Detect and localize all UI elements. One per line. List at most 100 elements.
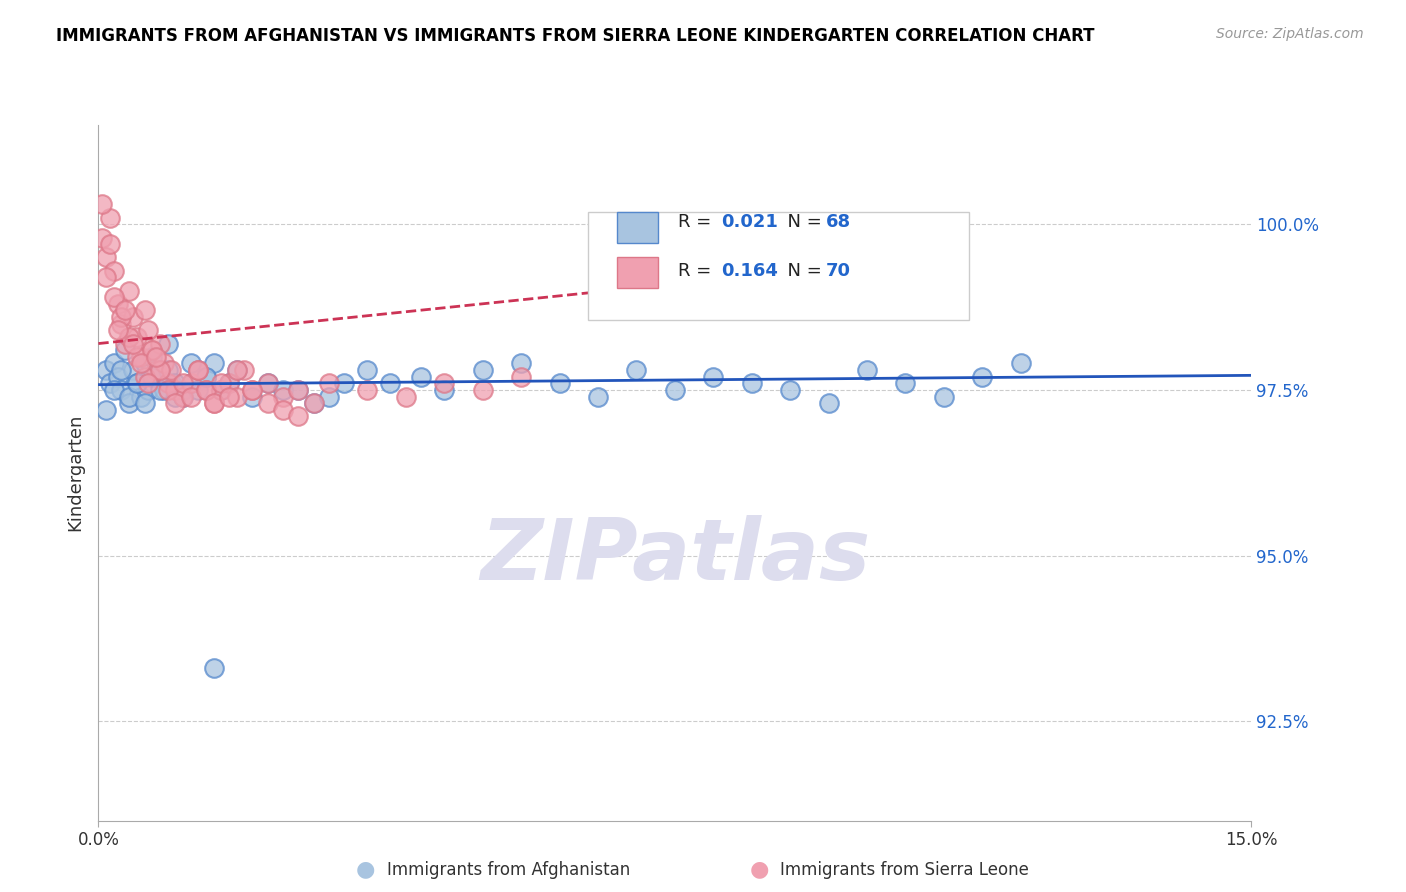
Point	[195, 383, 218, 397]
Point	[110, 363, 132, 377]
Point	[510, 356, 533, 370]
Point	[149, 383, 172, 397]
Text: Immigrants from Afghanistan: Immigrants from Afghanistan	[387, 861, 630, 879]
Point	[187, 363, 209, 377]
Point	[103, 383, 125, 397]
Point	[91, 197, 114, 211]
Text: ●: ●	[749, 860, 769, 880]
Point	[122, 336, 145, 351]
Point	[160, 376, 183, 391]
Point	[318, 390, 340, 404]
Point	[165, 390, 187, 404]
Point	[187, 363, 209, 377]
Point	[118, 390, 141, 404]
Point	[302, 396, 325, 410]
Point	[664, 383, 686, 397]
Point	[138, 323, 160, 337]
Point	[152, 356, 174, 370]
Text: R =: R =	[678, 262, 717, 280]
FancyBboxPatch shape	[588, 212, 969, 319]
Point	[195, 369, 218, 384]
Point	[149, 336, 172, 351]
Point	[380, 376, 402, 391]
Point	[122, 363, 145, 377]
Point	[114, 343, 136, 358]
Point	[141, 343, 163, 358]
Point	[271, 390, 294, 404]
Point	[256, 396, 278, 410]
Point	[209, 376, 232, 391]
Point	[134, 369, 156, 384]
Point	[218, 376, 240, 391]
Point	[110, 317, 132, 331]
Point	[149, 363, 172, 377]
Point	[98, 376, 121, 391]
Point	[118, 396, 141, 410]
Point	[202, 356, 225, 370]
Point	[114, 336, 136, 351]
Point	[817, 396, 839, 410]
Point	[149, 363, 172, 377]
Point	[180, 356, 202, 370]
Point	[333, 376, 356, 391]
Point	[103, 356, 125, 370]
Point	[141, 343, 163, 358]
Text: Source: ZipAtlas.com: Source: ZipAtlas.com	[1216, 27, 1364, 41]
Point	[548, 376, 571, 391]
Point	[202, 396, 225, 410]
Point	[471, 383, 494, 397]
Point	[129, 350, 152, 364]
Point	[118, 284, 141, 298]
Point	[134, 396, 156, 410]
Point	[240, 390, 263, 404]
Point	[702, 369, 724, 384]
Text: N =: N =	[776, 262, 828, 280]
Point	[972, 369, 994, 384]
Point	[433, 383, 456, 397]
Point	[103, 263, 125, 277]
Point	[510, 369, 533, 384]
Point	[129, 356, 152, 370]
Point	[180, 390, 202, 404]
Point	[94, 270, 117, 285]
Point	[302, 396, 325, 410]
Point	[586, 390, 609, 404]
Point	[98, 237, 121, 252]
Point	[141, 350, 163, 364]
Point	[125, 350, 148, 364]
Point	[156, 383, 179, 397]
Point	[779, 383, 801, 397]
Point	[318, 376, 340, 391]
Point	[894, 376, 917, 391]
Point	[107, 297, 129, 311]
Point	[287, 383, 309, 397]
Point	[471, 363, 494, 377]
Point	[209, 383, 232, 397]
Point	[356, 383, 378, 397]
Point	[165, 383, 187, 397]
Text: IMMIGRANTS FROM AFGHANISTAN VS IMMIGRANTS FROM SIERRA LEONE KINDERGARTEN CORRELA: IMMIGRANTS FROM AFGHANISTAN VS IMMIGRANT…	[56, 27, 1095, 45]
Point	[256, 376, 278, 391]
Point	[180, 376, 202, 391]
Point	[141, 369, 163, 384]
Point	[195, 369, 218, 384]
Point	[932, 390, 955, 404]
Text: N =: N =	[776, 213, 828, 231]
Point	[411, 369, 433, 384]
Text: ZIPatlas: ZIPatlas	[479, 515, 870, 598]
Point	[626, 363, 648, 377]
Text: 70: 70	[825, 262, 851, 280]
Point	[98, 211, 121, 225]
Point	[138, 383, 160, 397]
Point	[433, 376, 456, 391]
Point	[145, 369, 167, 384]
Point	[180, 376, 202, 391]
Point	[172, 376, 194, 391]
Point	[1010, 356, 1032, 370]
Point	[856, 363, 879, 377]
Point	[94, 402, 117, 417]
Point	[118, 330, 141, 344]
Point	[138, 376, 160, 391]
Point	[218, 390, 240, 404]
Bar	[617, 212, 658, 244]
